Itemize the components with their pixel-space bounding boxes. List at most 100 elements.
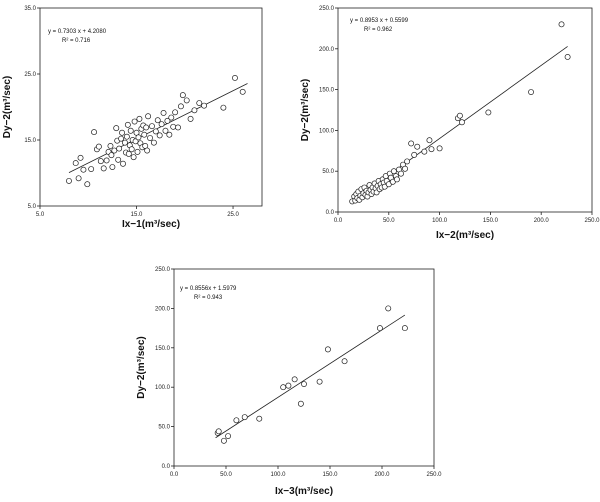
x-tick-label: 0.0 bbox=[334, 218, 343, 224]
data-point bbox=[97, 158, 104, 165]
x-tick-label: 50.0 bbox=[220, 472, 232, 478]
data-point bbox=[390, 168, 397, 175]
data-point bbox=[166, 131, 173, 138]
data-point bbox=[428, 146, 435, 153]
data-point bbox=[100, 165, 107, 172]
data-point bbox=[436, 145, 443, 152]
plot-frame bbox=[39, 7, 263, 207]
data-point bbox=[341, 358, 348, 365]
data-point bbox=[393, 176, 400, 183]
x-tick-label: 150.0 bbox=[322, 472, 338, 478]
data-point bbox=[154, 117, 161, 124]
y-tick-label: 250.0 bbox=[319, 6, 335, 12]
data-point bbox=[233, 417, 240, 424]
x-tick-label: 200.0 bbox=[534, 218, 550, 224]
data-point bbox=[297, 400, 304, 407]
data-point bbox=[175, 124, 181, 131]
plot-frame bbox=[173, 268, 435, 467]
chart-1: 5.0 15.0 25.0 5.0 15.0 25.0 35.0 Ix−1(m³/sec) Dy… bbox=[2, 6, 263, 230]
data-point bbox=[558, 21, 565, 28]
data-point bbox=[119, 129, 125, 136]
data-point bbox=[130, 154, 137, 161]
data-point bbox=[145, 113, 152, 120]
data-point bbox=[170, 123, 177, 130]
x-tick-label: 200.0 bbox=[374, 472, 390, 478]
data-point bbox=[324, 346, 331, 353]
data-point bbox=[91, 129, 98, 136]
data-point bbox=[402, 165, 409, 172]
y-tick-label: 50.0 bbox=[322, 169, 334, 175]
data-point bbox=[385, 305, 392, 312]
data-point bbox=[120, 160, 126, 167]
data-point bbox=[111, 147, 118, 154]
data-point bbox=[124, 121, 131, 128]
data-point bbox=[196, 100, 203, 106]
data-point bbox=[156, 132, 163, 139]
x-tick-label: 100.0 bbox=[432, 218, 448, 224]
data-point bbox=[125, 150, 132, 157]
data-point bbox=[84, 181, 91, 188]
data-point bbox=[88, 166, 95, 172]
data-point bbox=[72, 160, 79, 167]
data-point bbox=[75, 175, 82, 182]
data-point bbox=[113, 125, 120, 132]
data-point bbox=[411, 151, 418, 158]
data-point bbox=[123, 133, 130, 140]
data-point bbox=[131, 118, 138, 125]
data-point bbox=[77, 154, 84, 161]
data-point bbox=[291, 376, 298, 383]
data-point bbox=[141, 131, 148, 138]
data-point bbox=[401, 325, 408, 332]
y-tick-label: 5.0 bbox=[28, 204, 37, 210]
data-point bbox=[459, 119, 465, 126]
r-squared: R² = 0.962 bbox=[364, 27, 393, 33]
y-tick-label: 200.0 bbox=[319, 47, 335, 53]
x-tick-label: 5.0 bbox=[36, 212, 45, 218]
y-tick-label: 0.0 bbox=[162, 464, 171, 470]
x-tick-label: 150.0 bbox=[483, 218, 499, 224]
y-tick-label: 0.0 bbox=[326, 210, 335, 216]
data-point bbox=[160, 109, 167, 116]
data-point bbox=[132, 138, 139, 145]
x-tick-label: 250.0 bbox=[584, 218, 600, 224]
y-axis-label: Dy−2(m³/sec) bbox=[2, 76, 13, 139]
chart-2: 0.0 50.0 100.0 150.0 200.0 250.0 0.0 50.0 100.0 1… bbox=[300, 6, 600, 241]
data-point bbox=[172, 109, 179, 116]
data-point bbox=[135, 134, 142, 141]
data-point bbox=[456, 112, 463, 119]
data-point bbox=[528, 89, 534, 95]
regression-equation: y = 0.8953 x + 0.5599 bbox=[350, 18, 409, 24]
data-point bbox=[398, 170, 404, 177]
data-point bbox=[143, 124, 150, 131]
data-point bbox=[164, 117, 171, 124]
data-point bbox=[109, 164, 116, 171]
data-point bbox=[66, 177, 72, 184]
data-point bbox=[95, 143, 102, 150]
data-point bbox=[158, 121, 165, 128]
y-tick-label: 15.0 bbox=[24, 138, 36, 144]
data-point bbox=[215, 428, 222, 435]
data-point bbox=[147, 135, 153, 141]
x-tick-label: 50.0 bbox=[383, 218, 395, 224]
data-point bbox=[177, 103, 184, 110]
data-point bbox=[414, 143, 421, 150]
data-point bbox=[115, 156, 122, 163]
data-point bbox=[80, 166, 87, 173]
data-point bbox=[107, 142, 114, 149]
plot-frame bbox=[337, 7, 593, 213]
data-point bbox=[201, 102, 208, 109]
data-point bbox=[220, 104, 227, 111]
data-point bbox=[301, 381, 307, 387]
data-point bbox=[121, 139, 128, 146]
data-point bbox=[128, 146, 135, 153]
data-point bbox=[256, 415, 263, 422]
data-point bbox=[485, 109, 492, 116]
data-point bbox=[408, 140, 415, 147]
x-tick-label: 0.0 bbox=[170, 472, 179, 478]
data-point bbox=[280, 384, 287, 391]
r-squared: R² = 0.716 bbox=[62, 38, 91, 44]
y-axis-label: Dy−2(m³/sec) bbox=[300, 79, 311, 142]
data-point bbox=[179, 92, 186, 99]
data-point bbox=[225, 433, 232, 440]
